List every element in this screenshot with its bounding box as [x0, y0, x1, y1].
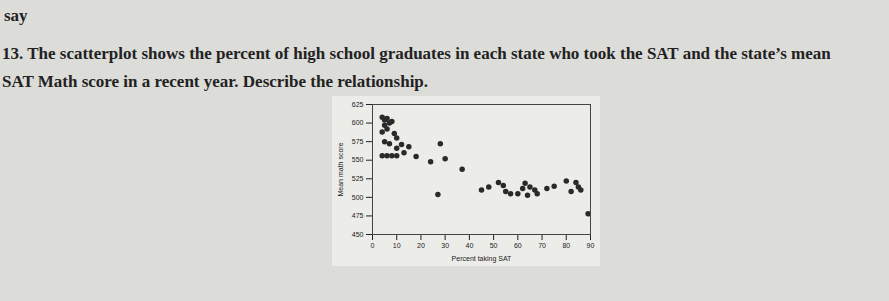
svg-text:575: 575: [352, 138, 364, 145]
svg-text:50: 50: [490, 242, 498, 249]
svg-text:20: 20: [417, 242, 425, 249]
svg-text:0: 0: [371, 242, 375, 249]
svg-text:625: 625: [352, 101, 364, 108]
svg-text:60: 60: [514, 242, 522, 249]
html-text:say: say: [4, 6, 28, 25]
svg-text:500: 500: [352, 194, 364, 201]
svg-text:525: 525: [352, 175, 364, 182]
svg-text:70: 70: [538, 242, 546, 249]
svg-text:Percent taking SAT: Percent taking SAT: [452, 255, 513, 263]
svg-text:90: 90: [587, 242, 595, 249]
svg-text:Mean math score: Mean math score: [337, 142, 344, 196]
svg-text:80: 80: [562, 242, 570, 249]
svg-text:30: 30: [441, 242, 449, 249]
svg-text:550: 550: [352, 156, 364, 163]
html-text:SAT Math score in a recent yea: SAT Math score in a recent year. Describ…: [2, 72, 429, 91]
svg-text:40: 40: [465, 242, 473, 249]
html-text:13. The scatterplot shows the: 13. The scatterplot shows the percent of…: [2, 44, 831, 63]
svg-text:600: 600: [352, 119, 364, 126]
svg-text:450: 450: [352, 231, 364, 238]
svg-text:475: 475: [352, 212, 364, 219]
svg-text:10: 10: [393, 242, 401, 249]
